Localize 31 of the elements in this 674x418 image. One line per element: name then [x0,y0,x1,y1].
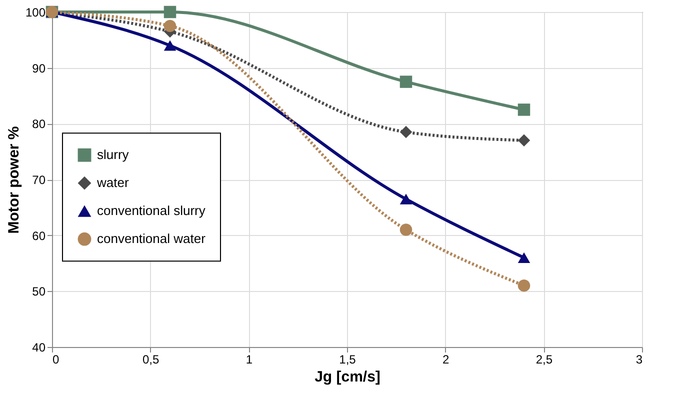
point [400,194,412,204]
x-tick-label: 0,5 [142,352,160,366]
point [400,224,412,236]
legend-label: conventional slurry [97,203,206,218]
point [518,252,530,263]
legend-label: water [96,175,130,190]
point [164,6,176,18]
point [400,126,412,138]
point [400,76,412,88]
y-tick-label: 40 [32,340,46,354]
y-tick-label: 70 [32,173,46,187]
x-tick-label: 2 [442,352,450,366]
y-tick-label: 90 [32,61,46,76]
point [518,104,530,116]
y-tick-label: 80 [32,117,46,132]
y-tick-label: 100 [25,6,46,20]
x-tick-label: 1 [246,352,253,366]
x-tick-label: 2,5 [536,352,553,366]
x-tick-label: 1,5 [339,352,356,366]
legend-label: conventional water [97,231,206,246]
point [518,134,530,147]
y-tick-label: 60 [32,228,46,243]
legend-label: slurry [97,147,130,162]
point [164,20,176,32]
y-tick-label: 50 [32,284,46,299]
x-tick-label: 3 [636,352,643,366]
point [518,279,530,292]
point [164,40,176,51]
x-tick-label: 0 [52,352,60,366]
y-axis-title: Motor power % [5,126,22,234]
x-axis-title: Jg [cm/s] [314,368,380,386]
